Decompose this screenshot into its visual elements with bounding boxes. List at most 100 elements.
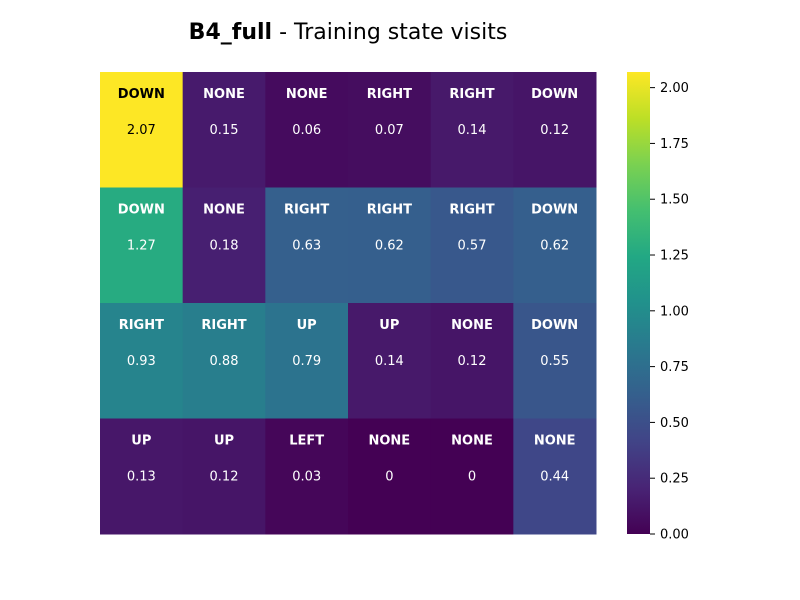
heatmap-cell-value-label: 0.12 (458, 354, 487, 369)
heatmap-cell-r2-c1: RIGHT 0.88 (182, 303, 266, 419)
heatmap-cell-rect (100, 187, 184, 304)
heatmap-cell-action-label: UP (297, 318, 317, 333)
heatmap-cell-action-label: DOWN (531, 318, 578, 333)
heatmap-cell-rect (430, 72, 514, 188)
heatmap-cell-r2-c2: UP 0.79 (265, 303, 349, 419)
heatmap-cell-r2-c3: UP 0.14 (348, 303, 432, 419)
heatmap-cell-r1-c4: RIGHT 0.57 (430, 187, 514, 304)
heatmap-cell-rect (430, 418, 514, 535)
heatmap-cell-rect (182, 187, 266, 304)
heatmap-cell-value-label: 0.88 (210, 354, 239, 369)
colorbar-tick-label: 1.00 (660, 304, 689, 319)
heatmap-cell-action-label: RIGHT (367, 203, 412, 218)
heatmap-cell-r0-c4: RIGHT 0.14 (430, 72, 514, 188)
heatmap-cell-action-label: DOWN (118, 87, 165, 102)
heatmap-cell-action-label: DOWN (531, 203, 578, 218)
heatmap-cell-r0-c2: NONE 0.06 (265, 72, 349, 188)
heatmap-cell-rect (100, 72, 184, 188)
colorbar: 0.00 0.25 0.50 0.75 1.00 1.25 1.50 1.75 2.00 (627, 72, 689, 543)
heatmap-cell-rect (348, 303, 432, 419)
heatmap-cell-action-label: NONE (534, 434, 576, 449)
heatmap-cell-action-label: RIGHT (449, 87, 494, 102)
heatmap-cell-rect (348, 418, 432, 535)
heatmap-cell-rect (265, 187, 349, 304)
heatmap-cell-action-label: RIGHT (201, 318, 246, 333)
heatmap-cell-value-label: 0.03 (292, 470, 321, 485)
colorbar-tick-label: 0.25 (660, 472, 689, 487)
heatmap-cell-rect (513, 72, 597, 188)
heatmap-cell-rect (182, 303, 266, 419)
colorbar-tick-label: 1.50 (660, 193, 689, 208)
heatmap-cell-value-label: 0 (468, 470, 476, 485)
heatmap-cell-r2-c4: NONE 0.12 (430, 303, 514, 419)
heatmap-cell-action-label: NONE (286, 87, 328, 102)
heatmap-cell-r1-c3: RIGHT 0.62 (348, 187, 432, 304)
heatmap-cell-action-label: NONE (451, 434, 493, 449)
heatmap-cell-rect (265, 418, 349, 535)
heatmap-cell-action-label: RIGHT (284, 203, 329, 218)
heatmap-cell-r3-c5: NONE 0.44 (513, 418, 597, 535)
heatmap-cell-action-label: NONE (368, 434, 410, 449)
heatmap-cell-action-label: UP (214, 434, 234, 449)
colorbar-tick-label: 2.00 (660, 81, 689, 96)
heatmap-cell-r1-c2: RIGHT 0.63 (265, 187, 349, 304)
heatmap-cell-value-label: 0.15 (210, 123, 239, 138)
heatmap-cell-rect (348, 187, 432, 304)
heatmap-cell-value-label: 1.27 (127, 239, 156, 254)
heatmap-cell-r0-c3: RIGHT 0.07 (348, 72, 432, 188)
heatmap-cell-rect (513, 418, 597, 535)
heatmap-cell-r3-c1: UP 0.12 (182, 418, 266, 535)
heatmap-cell-r1-c1: NONE 0.18 (182, 187, 266, 304)
heatmap-cell-value-label: 2.07 (127, 123, 156, 138)
heatmap-cell-r3-c2: LEFT 0.03 (265, 418, 349, 535)
heatmap-cell-rect (513, 187, 597, 304)
heatmap-cell-value-label: 0.14 (375, 354, 404, 369)
heatmap-cell-r1-c5: DOWN 0.62 (513, 187, 597, 304)
heatmap-cell-value-label: 0.55 (540, 354, 569, 369)
heatmap-cell-rect (100, 418, 184, 535)
heatmap-cell-value-label: 0.06 (292, 123, 321, 138)
colorbar-tick-label: 0.00 (660, 528, 689, 543)
heatmap-cell-rect (265, 303, 349, 419)
heatmap-cell-value-label: 0.12 (540, 123, 569, 138)
heatmap-cell-value-label: 0.18 (210, 239, 239, 254)
heatmap-cell-action-label: UP (379, 318, 399, 333)
heatmap-cell-action-label: RIGHT (119, 318, 164, 333)
heatmap-cell-value-label: 0.63 (292, 239, 321, 254)
heatmap-cell-value-label: 0.14 (458, 123, 487, 138)
chart-title-rest: - Training state visits (272, 20, 508, 45)
heatmap-cell-r3-c0: UP 0.13 (100, 418, 184, 535)
heatmap-cell-action-label: NONE (203, 203, 245, 218)
chart-title: B4_full - Training state visits (0, 20, 696, 45)
heatmap-cell-rect (182, 72, 266, 188)
colorbar-tick-label: 1.25 (660, 249, 689, 264)
heatmap-cell-value-label: 0.13 (127, 470, 156, 485)
heatmap-cell-r2-c0: RIGHT 0.93 (100, 303, 184, 419)
heatmap-cell-rect (348, 72, 432, 188)
heatmap-cell-r2-c5: DOWN 0.55 (513, 303, 597, 419)
heatmap-cell-rect (265, 72, 349, 188)
heatmap-cell-action-label: DOWN (531, 87, 578, 102)
heatmap-cell-r0-c0: DOWN 2.07 (100, 72, 184, 188)
colorbar-tick-label: 0.50 (660, 416, 689, 431)
heatmap-cells: DOWN 2.07 NONE 0.15 NONE 0.06 RIGHT 0.07 RIGHT 0.… (100, 72, 597, 535)
heatmap-cell-value-label: 0.62 (540, 239, 569, 254)
heatmap-cell-rect (100, 303, 184, 419)
heatmap-cell-rect (182, 418, 266, 535)
heatmap-cell-r3-c3: NONE 0 (348, 418, 432, 535)
colorbar-gradient (627, 72, 650, 534)
heatmap-cell-r1-c0: DOWN 1.27 (100, 187, 184, 304)
heatmap-cell-r0-c5: DOWN 0.12 (513, 72, 597, 188)
heatmap-cell-rect (513, 303, 597, 419)
heatmap-cell-value-label: 0.93 (127, 354, 156, 369)
heatmap-cell-action-label: RIGHT (367, 87, 412, 102)
chart-title-bold: B4_full (188, 20, 273, 45)
colorbar-tick-label: 1.75 (660, 137, 689, 152)
heatmap-cell-rect (430, 187, 514, 304)
heatmap-cell-action-label: NONE (451, 318, 493, 333)
heatmap-cell-r3-c4: NONE 0 (430, 418, 514, 535)
heatmap-cell-action-label: DOWN (118, 203, 165, 218)
heatmap-cell-action-label: NONE (203, 87, 245, 102)
heatmap-cell-value-label: 0.62 (375, 239, 404, 254)
